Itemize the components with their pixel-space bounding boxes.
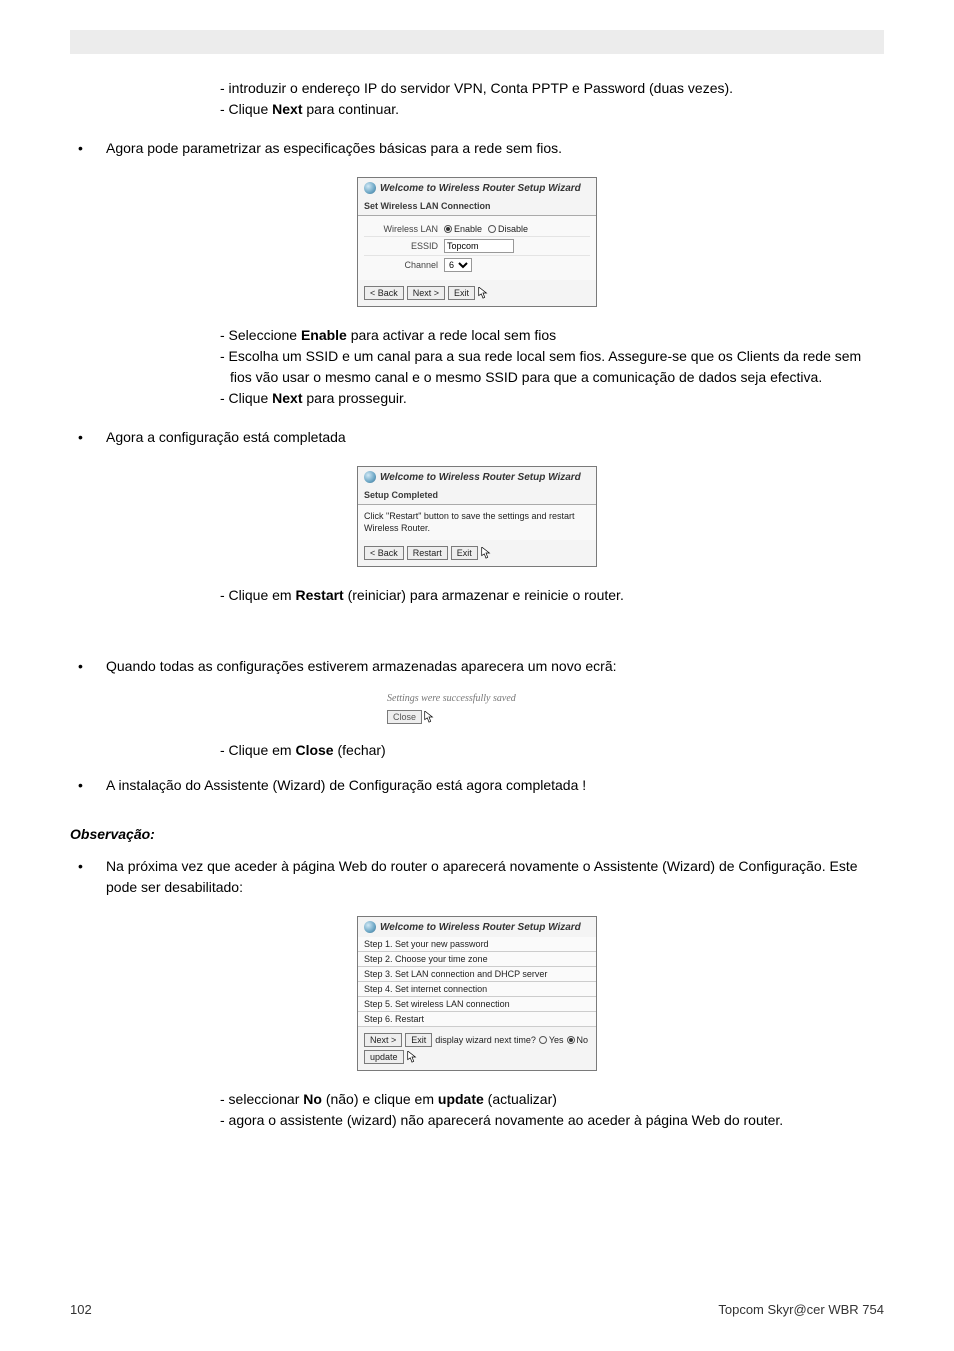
bullet-saved-screen: Quando todas as configurações estiverem … — [70, 656, 884, 677]
page-footer: 102 Topcom Skyr@cer WBR 754 — [70, 1302, 884, 1317]
wizard-subtitle: Set Wireless LAN Connection — [358, 198, 596, 216]
radio-yes[interactable]: Yes — [539, 1035, 564, 1045]
step-item: Step 3. Set LAN connection and DHCP serv… — [358, 967, 596, 982]
wizard-setup-completed: Welcome to Wireless Router Setup Wizard … — [357, 466, 597, 567]
next-button[interactable]: Next > — [407, 286, 445, 300]
display-next-time-label: display wizard next time? — [435, 1035, 536, 1045]
aw1-line2: - Escolha um SSID e um canal para a sua … — [220, 346, 884, 388]
intro-line-2: - Clique Next para continuar. — [220, 99, 884, 120]
globe-icon — [364, 921, 376, 933]
step-item: Step 5. Set wireless LAN connection — [358, 997, 596, 1012]
page-number: 102 — [70, 1302, 92, 1317]
wizard-wireless-lan: Welcome to Wireless Router Setup Wizard … — [357, 177, 597, 307]
wizard-head: Welcome to Wireless Router Setup Wizard — [358, 178, 596, 198]
row-essid: ESSID — [364, 237, 590, 256]
after-wizard1-block: - Seleccione Enable para activar a rede … — [220, 325, 884, 409]
cursor-icon — [478, 287, 488, 299]
bullet-config-complete: Agora a configuração está completada — [70, 427, 884, 448]
radio-no[interactable]: No — [567, 1035, 589, 1045]
wizard3-footer: Next > Exit display wizard next time? Ye… — [358, 1027, 596, 1070]
cursor-icon — [407, 1051, 417, 1063]
after-wizard2-block: - Clique em Restart (reiniciar) para arm… — [220, 585, 884, 606]
wizard2-subtitle: Setup Completed — [358, 487, 596, 505]
aw3-line2: - agora o assistente (wizard) não aparec… — [220, 1110, 884, 1131]
aw1-line3: - Clique Next para prosseguir. — [220, 388, 884, 409]
bullet-wizard-done: A instalação do Assistente (Wizard) de C… — [70, 775, 884, 796]
document-page: - introduzir o endereço IP do servidor V… — [0, 0, 954, 1351]
aw2-line1: - Clique em Restart (reiniciar) para arm… — [220, 585, 884, 606]
bullet-wireless-settings: Agora pode parametrizar as especificaçõe… — [70, 138, 884, 159]
bullet-disable-wizard: Na próxima vez que aceder à página Web d… — [70, 856, 884, 898]
saved-message-box: Settings were successfully saved Close — [387, 693, 567, 724]
restart-button[interactable]: Restart — [407, 546, 448, 560]
exit-button[interactable]: Exit — [448, 286, 475, 300]
aw3-line1: - seleccionar No (não) e clique em updat… — [220, 1089, 884, 1110]
am-line1: - Clique em Close (fechar) — [220, 740, 884, 761]
exit-button[interactable]: Exit — [451, 546, 478, 560]
channel-select[interactable]: 6 — [444, 258, 472, 272]
globe-icon — [364, 471, 376, 483]
radio-enable[interactable]: Enable — [444, 224, 482, 234]
step-item: Step 6. Restart — [358, 1012, 596, 1027]
top-gray-bar — [70, 30, 884, 54]
exit-button[interactable]: Exit — [405, 1033, 432, 1047]
wizard3-steps: Step 1. Set your new password Step 2. Ch… — [358, 937, 596, 1027]
cursor-icon — [424, 711, 434, 723]
next-button[interactable]: Next > — [364, 1033, 402, 1047]
aw1-line1: - Seleccione Enable para activar a rede … — [220, 325, 884, 346]
intro-indented-block: - introduzir o endereço IP do servidor V… — [220, 78, 884, 120]
globe-icon — [364, 182, 376, 194]
after-mini-block: - Clique em Close (fechar) — [220, 740, 884, 761]
note-label: Observação: — [70, 826, 155, 842]
wizard-steps-list: Welcome to Wireless Router Setup Wizard … — [357, 916, 597, 1071]
radio-disable[interactable]: Disable — [488, 224, 528, 234]
step-item: Step 1. Set your new password — [358, 937, 596, 952]
close-button[interactable]: Close — [387, 710, 422, 724]
wizard1-buttons: < Back Next > Exit — [358, 280, 596, 306]
row-channel: Channel 6 — [364, 256, 590, 274]
back-button[interactable]: < Back — [364, 546, 404, 560]
doc-title: Topcom Skyr@cer WBR 754 — [718, 1302, 884, 1317]
wizard2-buttons: < Back Restart Exit — [358, 540, 596, 566]
essid-input[interactable] — [444, 239, 514, 253]
update-button[interactable]: update — [364, 1050, 404, 1064]
step-item: Step 2. Choose your time zone — [358, 952, 596, 967]
after-wizard3-block: - seleccionar No (não) e clique em updat… — [220, 1089, 884, 1131]
wizard2-body: Click "Restart" button to save the setti… — [358, 505, 596, 540]
intro-line-1: - introduzir o endereço IP do servidor V… — [220, 78, 884, 99]
step-item: Step 4. Set internet connection — [358, 982, 596, 997]
row-wireless-lan: Wireless LAN Enable Disable — [364, 222, 590, 237]
back-button[interactable]: < Back — [364, 286, 404, 300]
cursor-icon — [481, 547, 491, 559]
saved-message-text: Settings were successfully saved — [387, 693, 567, 704]
